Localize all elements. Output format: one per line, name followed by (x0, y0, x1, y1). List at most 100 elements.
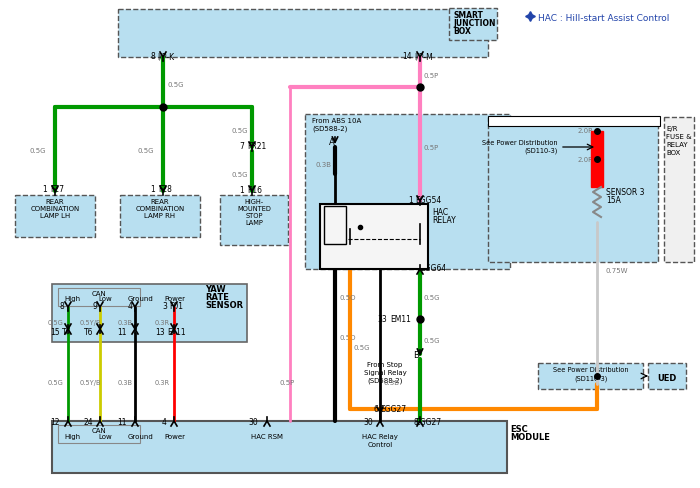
Text: 11: 11 (118, 417, 127, 426)
Text: REAR
COMBINATION
LAMP RH: REAR COMBINATION LAMP RH (135, 199, 185, 219)
Text: 0.5G: 0.5G (30, 148, 46, 154)
Text: From Stop: From Stop (368, 361, 402, 367)
Text: 8: 8 (60, 302, 64, 310)
Text: HIGH-
MOUNTED
STOP
LAMP: HIGH- MOUNTED STOP LAMP (237, 199, 271, 225)
Text: EGG54: EGG54 (415, 196, 441, 204)
Text: (SD588-2): (SD588-2) (312, 126, 347, 132)
Text: 0.3B: 0.3B (118, 379, 133, 385)
Text: 0.5P: 0.5P (424, 145, 440, 151)
Bar (664, 118, 694, 263)
Text: EM11: EM11 (390, 314, 411, 324)
Text: Power: Power (164, 433, 186, 439)
Bar (58, 288, 140, 306)
Text: UED: UED (657, 373, 677, 382)
Text: EF11: EF11 (167, 327, 186, 336)
Text: (SD588-2): (SD588-2) (368, 377, 402, 384)
Text: 2.0R: 2.0R (578, 157, 594, 163)
Text: 15: 15 (50, 327, 60, 336)
Text: RATE: RATE (205, 292, 229, 302)
Text: Low: Low (98, 295, 112, 302)
Text: 33: 33 (377, 314, 387, 324)
Text: 8: 8 (413, 417, 418, 426)
Text: 1: 1 (42, 184, 47, 194)
Bar (538, 363, 643, 389)
Bar (220, 196, 288, 245)
Text: 0.75W: 0.75W (606, 267, 629, 273)
Text: FUSE &: FUSE & (666, 134, 692, 140)
Bar (591, 132, 603, 160)
Text: 0.5O: 0.5O (339, 334, 356, 340)
Text: R16: R16 (247, 185, 262, 195)
Text: 9: 9 (92, 302, 97, 310)
Text: 0.5G: 0.5G (48, 379, 64, 385)
Text: 1: 1 (408, 196, 413, 204)
Text: 0.5G: 0.5G (232, 172, 248, 178)
Text: F01: F01 (169, 302, 183, 310)
Text: Low: Low (98, 433, 112, 439)
Text: 3: 3 (162, 302, 167, 310)
Text: 0.5G: 0.5G (424, 337, 440, 343)
Text: 0.5G: 0.5G (424, 294, 440, 301)
Text: FR21: FR21 (247, 142, 266, 151)
Text: HAC : Hill-start Assist Control: HAC : Hill-start Assist Control (538, 14, 669, 23)
Bar (591, 160, 603, 187)
Text: 0.3B: 0.3B (118, 319, 133, 325)
Bar (648, 363, 686, 389)
Text: Control: Control (368, 441, 393, 447)
Text: 0.5G: 0.5G (232, 128, 248, 134)
Bar (58, 425, 140, 443)
Text: 1: 1 (239, 185, 244, 195)
Text: HAC Relay: HAC Relay (362, 433, 398, 439)
Text: CAN: CAN (92, 427, 106, 433)
Text: 8: 8 (150, 52, 155, 61)
Text: 12: 12 (50, 417, 60, 426)
Text: Ground: Ground (127, 295, 153, 302)
Text: CAN: CAN (92, 290, 106, 296)
Text: 0.5P: 0.5P (424, 73, 440, 79)
Text: HOT WITH ENGINE CONTROL RELAY ON: HOT WITH ENGINE CONTROL RELAY ON (490, 120, 627, 126)
Bar (305, 115, 510, 269)
Text: Power: Power (164, 295, 186, 302)
Bar (449, 9, 497, 41)
Text: See Power Distribution: See Power Distribution (482, 140, 558, 146)
Text: High: High (64, 433, 80, 439)
Text: MODULE: MODULE (510, 432, 550, 441)
Text: 0.3B: 0.3B (315, 162, 331, 168)
Text: 0.3R: 0.3R (155, 379, 170, 385)
Text: RELAY: RELAY (666, 142, 687, 148)
Text: 13: 13 (155, 327, 165, 336)
Text: 30: 30 (363, 417, 373, 426)
Bar (120, 196, 200, 238)
Text: EGG27: EGG27 (380, 404, 406, 413)
Text: 0.3R: 0.3R (155, 319, 170, 325)
Text: 2: 2 (341, 264, 345, 269)
Text: Signal Relay: Signal Relay (363, 369, 407, 375)
Text: 0.5G: 0.5G (353, 345, 370, 350)
Text: 0.3B: 0.3B (384, 379, 400, 385)
Text: 7: 7 (239, 142, 244, 151)
Text: 0.5Y/B: 0.5Y/B (80, 379, 101, 385)
Text: 0.5G: 0.5G (48, 319, 64, 325)
Bar (488, 117, 660, 127)
Text: BOX: BOX (666, 150, 680, 156)
Text: HAC: HAC (432, 207, 448, 217)
Text: 0.5O: 0.5O (339, 294, 356, 301)
Text: SENSOR 3: SENSOR 3 (606, 187, 645, 197)
Text: T6: T6 (62, 327, 71, 336)
Text: RELAY: RELAY (432, 216, 456, 224)
Text: EGG27: EGG27 (415, 417, 441, 426)
Bar (52, 285, 247, 342)
Text: 4: 4 (414, 264, 418, 269)
Text: I/P-M: I/P-M (414, 52, 433, 61)
Text: 2.0R: 2.0R (578, 128, 594, 134)
Text: A: A (329, 138, 335, 147)
Text: 1: 1 (150, 184, 155, 194)
Text: ESC: ESC (510, 424, 528, 433)
Text: 24: 24 (83, 417, 93, 426)
Bar (15, 196, 95, 238)
Text: YAW: YAW (205, 285, 225, 293)
Text: 5: 5 (330, 240, 334, 245)
Text: 3: 3 (330, 207, 335, 214)
Text: From ABS 10A: From ABS 10A (312, 118, 361, 124)
Text: EGG64: EGG64 (420, 264, 447, 272)
